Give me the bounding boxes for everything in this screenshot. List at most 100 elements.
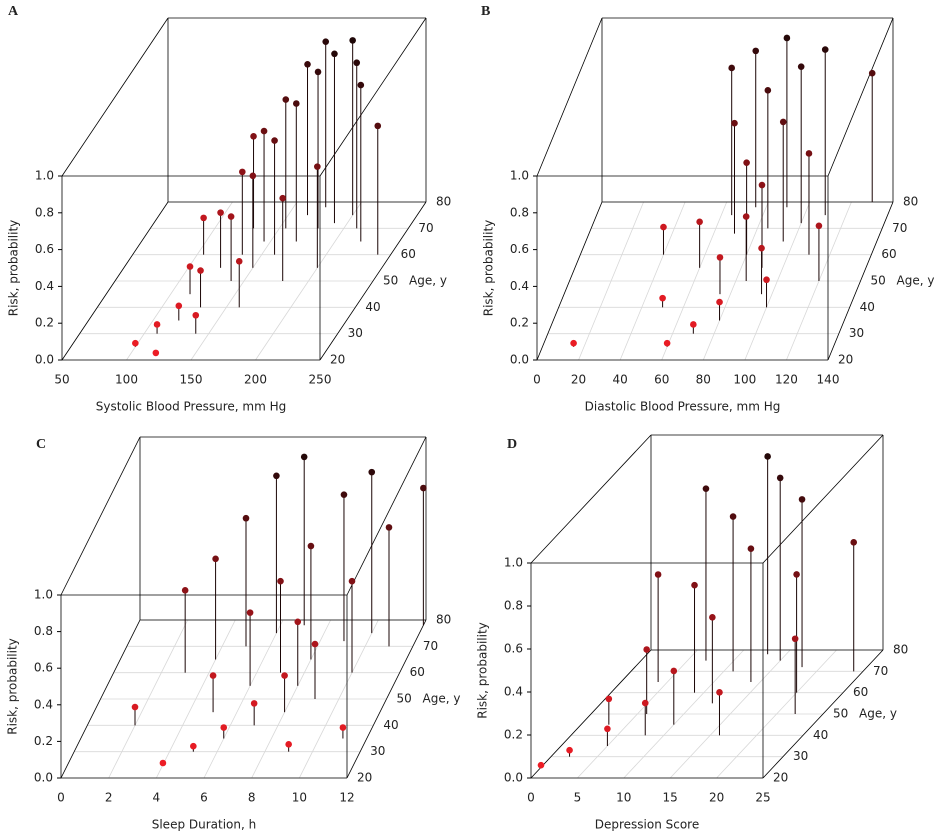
age-axis-title: Age, y	[409, 274, 447, 288]
age-tick-label: 70	[418, 221, 433, 235]
box-edge	[319, 201, 427, 361]
point	[348, 577, 356, 585]
point	[743, 159, 750, 166]
point	[604, 725, 611, 733]
box-edge	[536, 17, 603, 177]
point	[747, 545, 755, 552]
point	[797, 63, 805, 70]
box-edge	[762, 649, 884, 779]
point	[696, 218, 703, 226]
point	[691, 581, 698, 589]
z-tick-label: 1.0	[35, 169, 54, 183]
point	[282, 96, 290, 103]
box-edge	[61, 201, 169, 361]
point	[314, 163, 321, 170]
z-axis-title: Risk, probability	[476, 622, 490, 719]
point	[374, 122, 382, 130]
age-tick-label: 80	[436, 613, 451, 627]
point	[340, 491, 348, 498]
x-tick-label: 250	[309, 373, 332, 387]
point	[663, 339, 671, 347]
point	[729, 513, 737, 520]
panel-label: B	[481, 4, 490, 19]
x-tick-label: 15	[663, 791, 678, 805]
point	[690, 321, 697, 328]
point	[153, 321, 161, 328]
point	[791, 635, 799, 643]
point	[181, 587, 189, 594]
age-tick-label: 40	[813, 728, 828, 742]
age-tick-label: 60	[401, 247, 416, 261]
point	[659, 294, 666, 302]
point	[300, 453, 308, 461]
point	[307, 542, 315, 550]
panel-label: A	[8, 4, 19, 19]
z-axis-title: Risk, probability	[6, 638, 20, 735]
x-tick-label: 8	[248, 791, 256, 805]
x-tick-label: 5	[574, 791, 582, 805]
z-tick-label: 0.6	[34, 661, 53, 675]
box-edge	[530, 649, 652, 779]
point	[709, 614, 716, 621]
point	[277, 577, 284, 585]
z-tick-label: 0.4	[35, 279, 54, 293]
point	[279, 194, 287, 202]
point	[805, 150, 813, 157]
point	[764, 453, 771, 460]
box-edge	[346, 619, 427, 779]
x-tick-label: 20	[571, 373, 586, 387]
age-tick-label: 50	[871, 274, 886, 288]
age-tick-label: 70	[873, 664, 888, 678]
point	[271, 137, 278, 144]
z-tick-label: 0.8	[34, 624, 53, 638]
age-tick-label: 20	[357, 771, 372, 785]
x-axis-title: Systolic Blood Pressure, mm Hg	[96, 400, 286, 414]
panel-label: C	[36, 437, 46, 452]
point	[209, 672, 217, 679]
point	[728, 64, 735, 72]
point	[793, 571, 800, 578]
age-tick-label: 20	[773, 771, 788, 785]
x-tick-label: 0	[57, 791, 65, 805]
point	[239, 168, 246, 176]
age-tick-label: 50	[383, 274, 398, 288]
point	[197, 267, 204, 274]
age-tick-label: 70	[423, 639, 438, 653]
x-tick-label: 140	[817, 373, 840, 387]
x-tick-label: 120	[775, 373, 798, 387]
point	[605, 695, 613, 703]
box-edge	[319, 17, 427, 177]
age-tick-label: 50	[833, 707, 848, 721]
age-tick-label: 30	[370, 744, 385, 758]
box-edge	[762, 434, 884, 564]
z-tick-label: 0.0	[35, 353, 54, 367]
z-tick-label: 0.0	[34, 771, 53, 785]
point	[227, 213, 235, 220]
point	[339, 724, 347, 731]
x-tick-label: 150	[180, 373, 203, 387]
point	[281, 672, 288, 679]
age-tick-label: 60	[881, 247, 896, 261]
x-tick-label: 4	[153, 791, 161, 805]
x-axis-title: Sleep Duration, h	[152, 818, 257, 832]
point	[322, 38, 330, 45]
x-tick-label: 2	[105, 791, 113, 805]
point	[570, 339, 577, 347]
age-tick-label: 20	[838, 353, 853, 367]
point	[285, 741, 292, 748]
point	[212, 555, 219, 563]
point	[250, 700, 258, 707]
point	[331, 50, 338, 58]
point	[250, 133, 257, 140]
point	[758, 244, 765, 252]
age-tick-label: 40	[860, 300, 875, 314]
x-tick-label: 100	[733, 373, 756, 387]
age-tick-label: 20	[330, 353, 345, 367]
age-axis-title: Age, y	[859, 707, 897, 721]
point	[249, 172, 257, 180]
z-tick-label: 0.0	[504, 771, 523, 785]
point	[368, 468, 376, 476]
age-tick-label: 40	[365, 300, 380, 314]
point	[220, 724, 228, 731]
x-axis-title: Depression Score	[595, 818, 700, 832]
